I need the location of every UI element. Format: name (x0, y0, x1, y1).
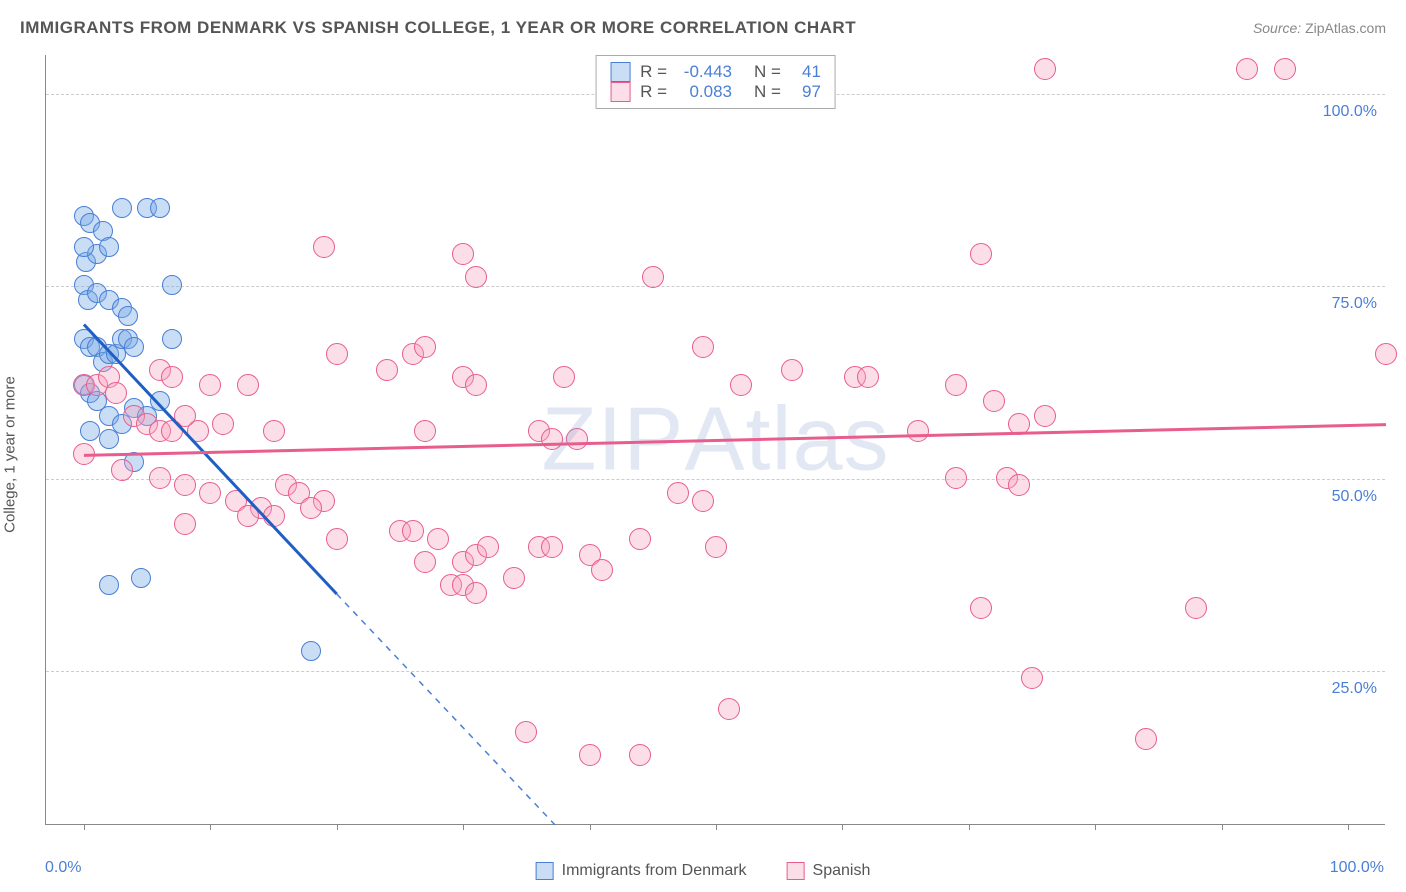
source-attribution: Source: ZipAtlas.com (1253, 20, 1386, 36)
source-label: Source: (1253, 20, 1301, 36)
legend-item: Immigrants from Denmark (536, 862, 747, 880)
legend-swatch (536, 862, 554, 880)
plot-area: ZIPAtlas R =-0.443N =41R =0.083N =97 25.… (45, 55, 1385, 825)
r-value: 0.083 (677, 82, 732, 102)
series-legend: Immigrants from Denmark Spanish (536, 862, 871, 880)
trend-layer (46, 55, 1386, 825)
legend-row: R = 0.083 N = 97 (610, 82, 821, 102)
legend-swatch (787, 862, 805, 880)
legend-swatch (610, 62, 630, 82)
source-value: ZipAtlas.com (1305, 20, 1386, 36)
legend-item: Spanish (787, 862, 871, 880)
trend-line (84, 425, 1386, 456)
n-value: 97 (791, 82, 821, 102)
x-axis-min-label: 0.0% (45, 859, 81, 877)
r-label: R = (640, 62, 667, 82)
chart-title: IMMIGRANTS FROM DENMARK VS SPANISH COLLE… (20, 18, 856, 38)
trend-line (84, 325, 337, 595)
y-axis-label: College, 1 year or more (2, 376, 19, 533)
trend-line-extrapolated (337, 594, 577, 825)
legend-row: R = -0.443 N = 41 (610, 62, 821, 82)
correlation-legend: R = -0.443 N = 41 R = 0.083 N = 97 (595, 55, 836, 109)
n-label: N = (754, 62, 781, 82)
r-value: -0.443 (677, 62, 732, 82)
legend-label: Spanish (813, 862, 871, 880)
r-label: R = (640, 82, 667, 102)
legend-label: Immigrants from Denmark (562, 862, 747, 880)
legend-swatch (610, 82, 630, 102)
x-axis-max-label: 100.0% (1330, 859, 1384, 877)
n-value: 41 (791, 62, 821, 82)
n-label: N = (754, 82, 781, 102)
